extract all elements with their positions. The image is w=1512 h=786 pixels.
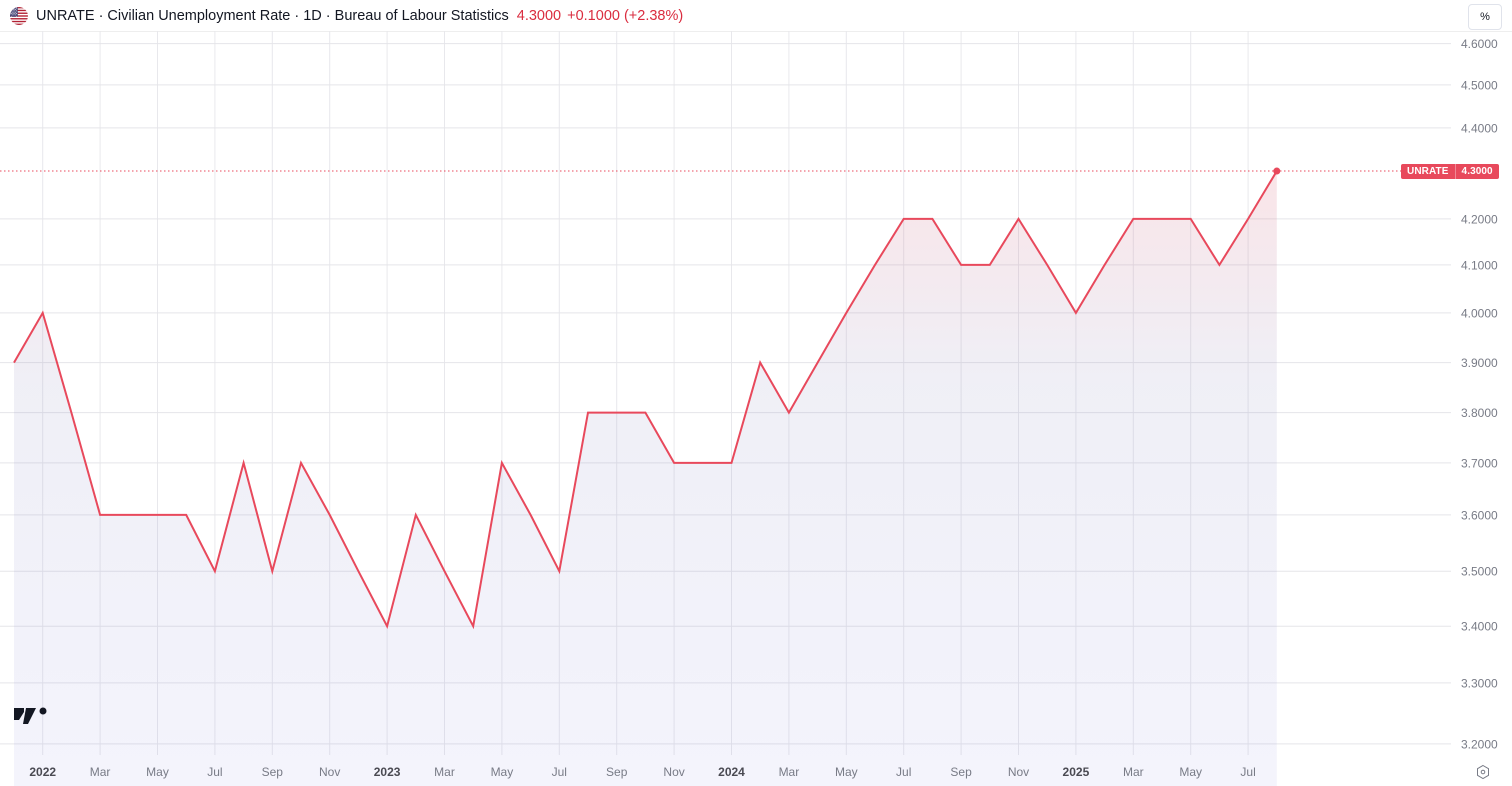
svg-text:4.4000: 4.4000	[1461, 121, 1498, 135]
svg-text:3.9000: 3.9000	[1461, 356, 1498, 370]
svg-text:Jul: Jul	[552, 765, 567, 779]
svg-text:Nov: Nov	[663, 765, 684, 779]
svg-text:Mar: Mar	[90, 765, 111, 779]
svg-text:2024: 2024	[718, 765, 745, 779]
svg-text:4.0000: 4.0000	[1461, 306, 1498, 320]
svg-text:Mar: Mar	[1123, 765, 1144, 779]
svg-text:Jul: Jul	[1240, 765, 1255, 779]
svg-text:4.2000: 4.2000	[1461, 212, 1498, 226]
svg-text:2023: 2023	[374, 765, 401, 779]
svg-text:Sep: Sep	[950, 765, 972, 779]
svg-text:May: May	[146, 765, 169, 779]
svg-text:Jul: Jul	[207, 765, 222, 779]
svg-text:3.3000: 3.3000	[1461, 676, 1498, 690]
svg-text:3.2000: 3.2000	[1461, 737, 1498, 751]
svg-text:4.5000: 4.5000	[1461, 78, 1498, 92]
svg-text:4.1000: 4.1000	[1461, 258, 1498, 272]
svg-text:3.7000: 3.7000	[1461, 456, 1498, 470]
svg-text:Nov: Nov	[1008, 765, 1029, 779]
svg-text:3.6000: 3.6000	[1461, 508, 1498, 522]
svg-text:Sep: Sep	[606, 765, 628, 779]
svg-text:Nov: Nov	[319, 765, 340, 779]
svg-text:Mar: Mar	[434, 765, 455, 779]
svg-text:3.5000: 3.5000	[1461, 565, 1498, 579]
svg-text:2022: 2022	[29, 765, 56, 779]
svg-text:Sep: Sep	[262, 765, 284, 779]
svg-text:4.6000: 4.6000	[1461, 37, 1498, 51]
svg-text:3.8000: 3.8000	[1461, 406, 1498, 420]
svg-text:May: May	[491, 765, 514, 779]
svg-text:Mar: Mar	[779, 765, 800, 779]
svg-text:Jul: Jul	[896, 765, 911, 779]
svg-text:May: May	[1179, 765, 1202, 779]
svg-text:2025: 2025	[1063, 765, 1090, 779]
svg-text:3.4000: 3.4000	[1461, 620, 1498, 634]
svg-text:May: May	[835, 765, 858, 779]
